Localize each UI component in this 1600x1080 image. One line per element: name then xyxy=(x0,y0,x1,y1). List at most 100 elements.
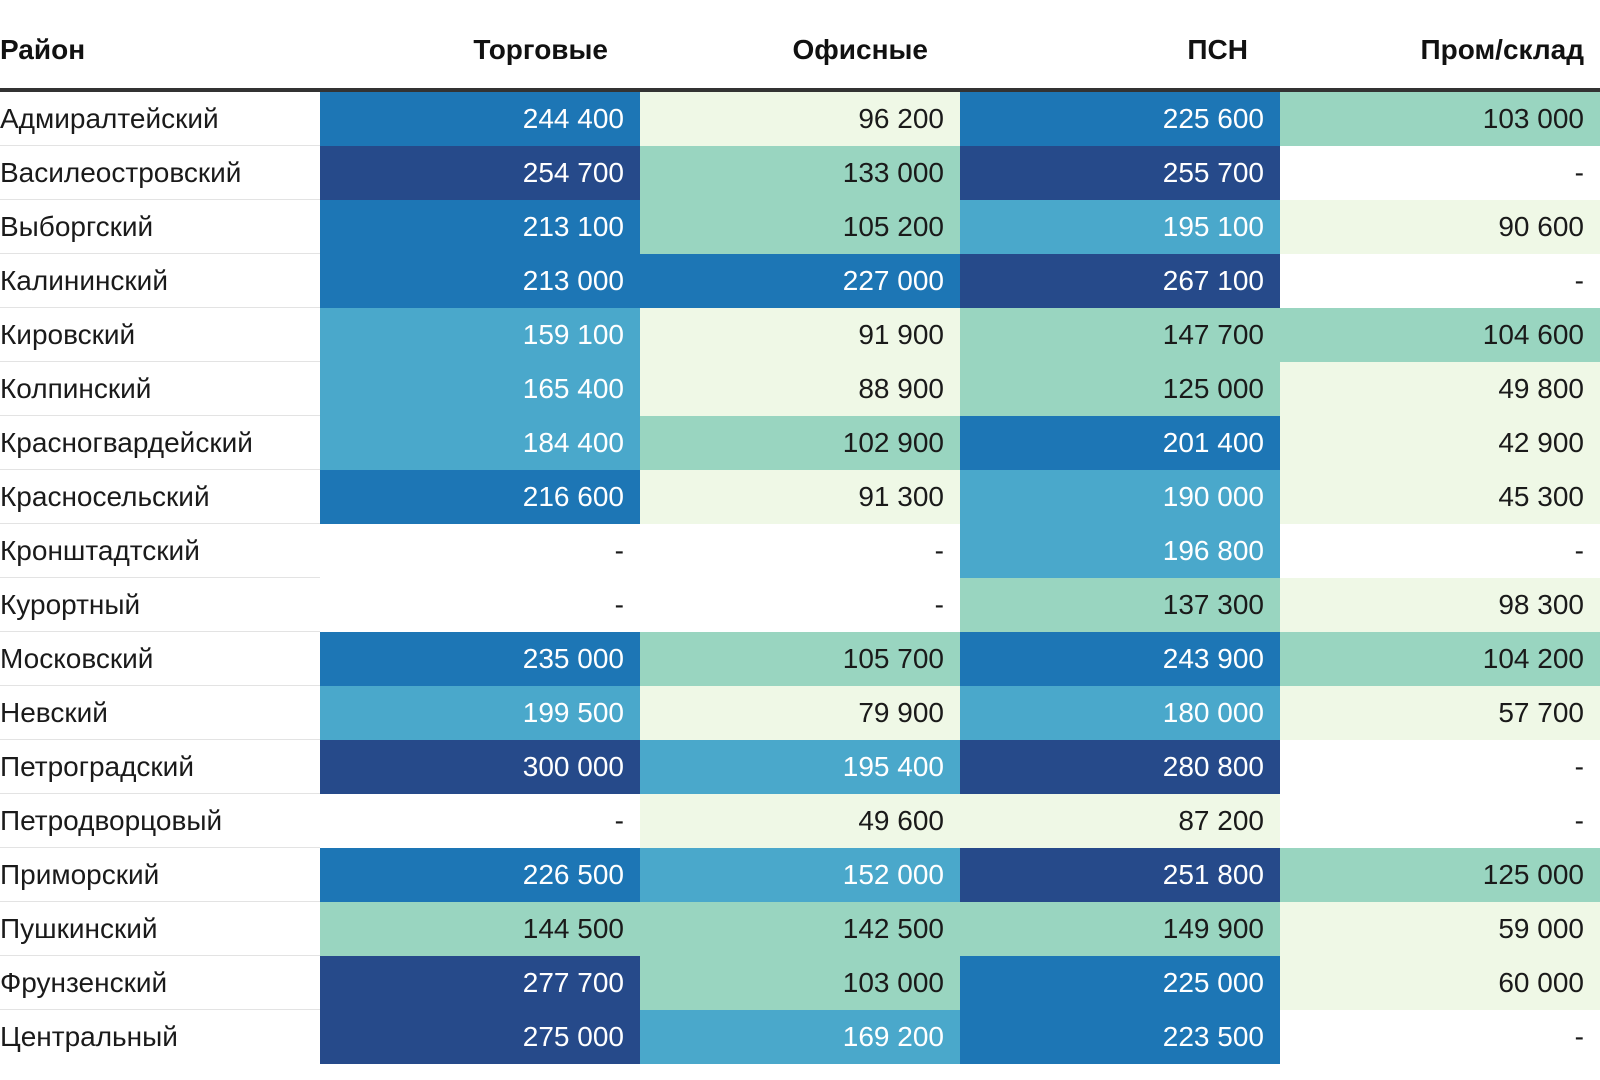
value-cell-psn: 147 700 xyxy=(960,308,1280,362)
district-name: Пушкинский xyxy=(0,913,158,944)
value-cell-retail: 144 500 xyxy=(320,902,640,956)
value-cell-retail: 213 100 xyxy=(320,200,640,254)
district-name: Адмиралтейский xyxy=(0,103,219,134)
value-cell-retail: - xyxy=(320,578,640,632)
value-cell-industrial: 125 000 xyxy=(1280,848,1600,902)
value-cell-office: 91 300 xyxy=(640,470,960,524)
table-row: Курортный - -137 300 98 300 xyxy=(0,578,1600,632)
value-cell-office: 195 400 xyxy=(640,740,960,794)
value-cell-office: 169 200 xyxy=(640,1010,960,1064)
table-row: Выборгский 213 100 105 200 195 100 90 600 xyxy=(0,200,1600,254)
table-row: Адмиралтейский 244 400 96 200 225 600 103 00… xyxy=(0,92,1600,146)
value-cell-industrial: - xyxy=(1280,1010,1600,1064)
value-cell-retail: 226 500 xyxy=(320,848,640,902)
value-cell-psn: 180 000 xyxy=(960,686,1280,740)
value-cell-psn: 243 900 xyxy=(960,632,1280,686)
value-cell-retail: - xyxy=(320,524,640,578)
value-cell-office: 102 900 xyxy=(640,416,960,470)
value-cell-retail: - xyxy=(320,794,640,848)
table-row: Колпинский 165 400 88 900 125 000 49 800 xyxy=(0,362,1600,416)
value-cell-psn: 125 000 xyxy=(960,362,1280,416)
value-cell-industrial: 104 600 xyxy=(1280,308,1600,362)
value-cell-psn: 201 400 xyxy=(960,416,1280,470)
value-cell-industrial: 98 300 xyxy=(1280,578,1600,632)
value-cell-industrial: 59 000 xyxy=(1280,902,1600,956)
value-cell-psn: 225 600 xyxy=(960,92,1280,146)
value-cell-office: 152 000 xyxy=(640,848,960,902)
district-name: Кировский xyxy=(0,319,136,350)
value-cell-office: 79 900 xyxy=(640,686,960,740)
district-name: Красногвардейский xyxy=(0,427,253,458)
value-cell-retail: 254 700 xyxy=(320,146,640,200)
value-cell-retail: 235 000 xyxy=(320,632,640,686)
value-cell-office: 133 000 xyxy=(640,146,960,200)
value-cell-psn: 255 700 xyxy=(960,146,1280,200)
table-header: Район Торговые Офисные ПСН Пром/склад xyxy=(0,0,1600,92)
table-row: Приморский 226 500 152 000 251 800 125 000 xyxy=(0,848,1600,902)
district-name: Приморский xyxy=(0,859,160,890)
district-name: Курортный xyxy=(0,589,141,620)
table-row: Фрунзенский 277 700 103 000 225 000 60 000 xyxy=(0,956,1600,1010)
district-name: Колпинский xyxy=(0,373,152,404)
table-row: Невский 199 500 79 900 180 000 57 700 xyxy=(0,686,1600,740)
value-cell-office: 105 200 xyxy=(640,200,960,254)
district-name: Московский xyxy=(0,643,154,674)
value-cell-psn: 223 500 xyxy=(960,1010,1280,1064)
value-cell-psn: 87 200 xyxy=(960,794,1280,848)
value-cell-office: 142 500 xyxy=(640,902,960,956)
value-cell-industrial: 57 700 xyxy=(1280,686,1600,740)
value-cell-industrial: - xyxy=(1280,524,1600,578)
district-name: Василеостровский xyxy=(0,157,242,188)
value-cell-retail: 184 400 xyxy=(320,416,640,470)
value-cell-psn: 195 100 xyxy=(960,200,1280,254)
table-body: Адмиралтейский 244 400 96 200 225 600 103 00… xyxy=(0,92,1600,1064)
value-cell-industrial: 45 300 xyxy=(1280,470,1600,524)
table-row: Калининский 213 000 227 000 267 100- xyxy=(0,254,1600,308)
table-row: Пушкинский 144 500 142 500 149 900 59 000 xyxy=(0,902,1600,956)
value-cell-psn: 251 800 xyxy=(960,848,1280,902)
value-cell-industrial: 60 000 xyxy=(1280,956,1600,1010)
district-name: Фрунзенский xyxy=(0,967,168,998)
value-cell-office: 49 600 xyxy=(640,794,960,848)
value-cell-psn: 280 800 xyxy=(960,740,1280,794)
value-cell-retail: 300 000 xyxy=(320,740,640,794)
table-row: Красносельский 216 600 91 300 190 000 45 300 xyxy=(0,470,1600,524)
value-cell-industrial: 42 900 xyxy=(1280,416,1600,470)
value-cell-retail: 159 100 xyxy=(320,308,640,362)
value-cell-industrial: - xyxy=(1280,794,1600,848)
value-cell-psn: 190 000 xyxy=(960,470,1280,524)
value-cell-retail: 165 400 xyxy=(320,362,640,416)
value-cell-industrial: - xyxy=(1280,254,1600,308)
column-header-district: Район xyxy=(0,34,86,65)
value-cell-office: 103 000 xyxy=(640,956,960,1010)
value-cell-retail: 213 000 xyxy=(320,254,640,308)
value-cell-retail: 199 500 xyxy=(320,686,640,740)
district-name: Петродворцовый xyxy=(0,805,223,836)
column-header-office: Офисные xyxy=(792,34,928,65)
value-cell-office: 91 900 xyxy=(640,308,960,362)
table-row: Центральный 275 000 169 200 223 500- xyxy=(0,1010,1600,1064)
value-cell-office: 227 000 xyxy=(640,254,960,308)
table-row: Московский 235 000 105 700 243 900 104 200 xyxy=(0,632,1600,686)
value-cell-office: - xyxy=(640,578,960,632)
table-row: Кировский 159 100 91 900 147 700 104 600 xyxy=(0,308,1600,362)
district-name: Красносельский xyxy=(0,481,210,512)
value-cell-industrial: 90 600 xyxy=(1280,200,1600,254)
value-cell-industrial: 49 800 xyxy=(1280,362,1600,416)
value-cell-industrial: 103 000 xyxy=(1280,92,1600,146)
value-cell-psn: 196 800 xyxy=(960,524,1280,578)
district-name: Центральный xyxy=(0,1021,178,1052)
district-name: Петроградский xyxy=(0,751,194,782)
district-name: Кронштадтский xyxy=(0,535,200,566)
value-cell-office: 105 700 xyxy=(640,632,960,686)
column-header-psn: ПСН xyxy=(1187,34,1248,65)
district-name: Калининский xyxy=(0,265,168,296)
table-row: Красногвардейский 184 400 102 900 201 400 42… xyxy=(0,416,1600,470)
value-cell-office: 96 200 xyxy=(640,92,960,146)
table-row: Кронштадтский - -196 800- xyxy=(0,524,1600,578)
value-cell-retail: 216 600 xyxy=(320,470,640,524)
value-cell-psn: 149 900 xyxy=(960,902,1280,956)
column-header-retail: Торговые xyxy=(473,34,608,65)
value-cell-psn: 137 300 xyxy=(960,578,1280,632)
